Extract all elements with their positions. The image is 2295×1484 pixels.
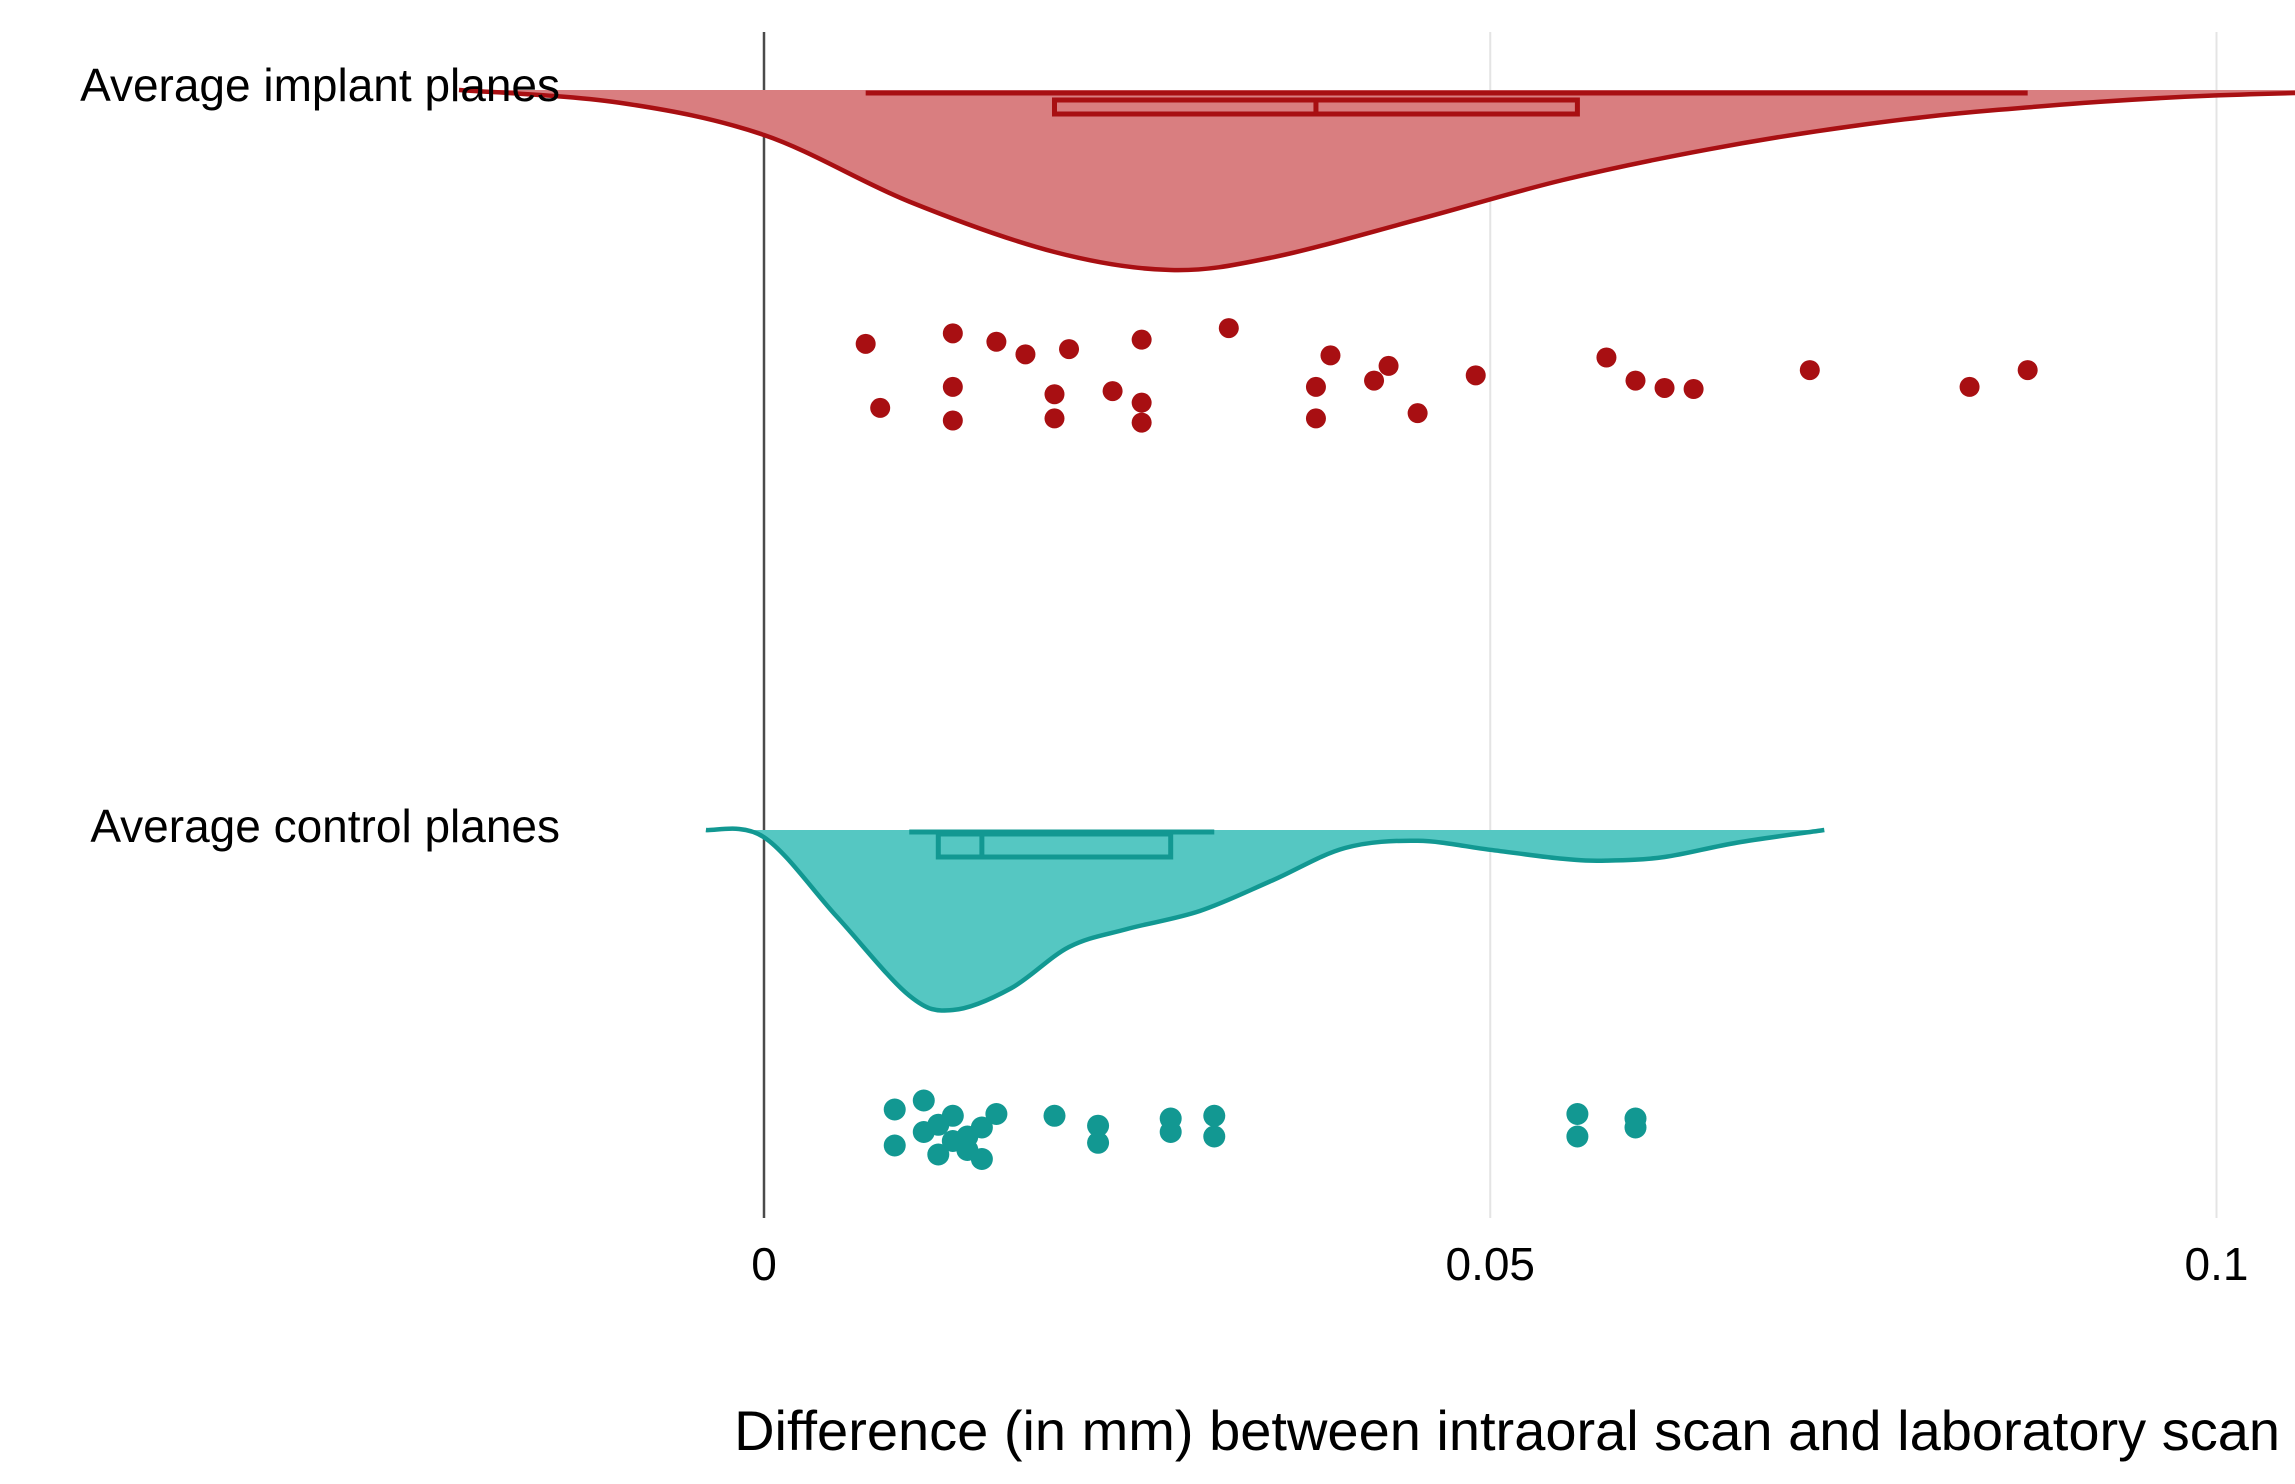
series-group (458, 87, 2295, 433)
x-axis-title: Difference (in mm) between intraoral sca… (734, 1399, 2280, 1462)
data-point (1203, 1104, 1226, 1127)
box-iqr (935, 831, 1174, 860)
data-point (1087, 1131, 1110, 1154)
density-curve (705, 826, 1825, 1013)
data-point (1378, 355, 1399, 376)
data-point (855, 333, 876, 354)
data-point (1159, 1121, 1182, 1143)
data-point (970, 1148, 993, 1170)
data-point (883, 1134, 906, 1157)
density-area (459, 90, 2295, 271)
data-point (1654, 377, 1675, 398)
data-point (1625, 370, 1646, 391)
x-axis-ticks: 00.050.10.150.2 (751, 1238, 2249, 1290)
grid-lines (1489, 32, 2218, 1218)
density-area (705, 828, 1825, 1011)
category-labels: Average implant planes Average control pl… (80, 59, 560, 852)
data-point (1364, 370, 1385, 391)
series-layer (458, 87, 2295, 1170)
data-point (870, 397, 891, 418)
density-curve (458, 87, 2295, 273)
data-point (2017, 360, 2038, 381)
data-point (1087, 1114, 1110, 1137)
category-label: Average implant planes (80, 59, 560, 111)
data-point (1566, 1125, 1589, 1148)
category-label: Average control planes (90, 800, 560, 852)
data-point (1799, 360, 1820, 381)
data-point (1203, 1125, 1226, 1148)
data-point (1305, 408, 1326, 429)
data-point (1131, 412, 1152, 433)
data-point (927, 1143, 950, 1166)
data-point (1102, 381, 1123, 402)
data-point (1596, 347, 1617, 368)
data-point (1218, 318, 1239, 339)
data-point (1044, 384, 1065, 405)
data-point (942, 410, 963, 431)
x-tick-label: 0 (751, 1238, 777, 1290)
data-point (1015, 344, 1036, 365)
data-point (1683, 379, 1704, 399)
data-point (1131, 392, 1152, 413)
data-point (985, 1103, 1008, 1125)
series-group (705, 826, 1825, 1170)
data-point (1320, 345, 1341, 366)
data-point (1305, 376, 1326, 397)
x-tick-label: 0.1 (2185, 1238, 2249, 1290)
data-point (986, 331, 1007, 352)
data-point (1044, 408, 1065, 429)
data-point (1624, 1116, 1647, 1139)
data-point (942, 376, 963, 397)
data-point (1959, 376, 1980, 397)
data-point (912, 1089, 935, 1112)
data-point (1131, 329, 1152, 350)
data-point (1465, 365, 1486, 386)
data-point (912, 1121, 935, 1143)
x-tick-label: 0.05 (1445, 1238, 1535, 1290)
data-point (941, 1104, 964, 1127)
data-point (883, 1098, 906, 1121)
data-point (1407, 403, 1428, 424)
data-point (1566, 1103, 1589, 1125)
data-point (1059, 339, 1080, 360)
data-point (942, 323, 963, 344)
data-point (956, 1125, 979, 1148)
data-point (1043, 1104, 1066, 1127)
